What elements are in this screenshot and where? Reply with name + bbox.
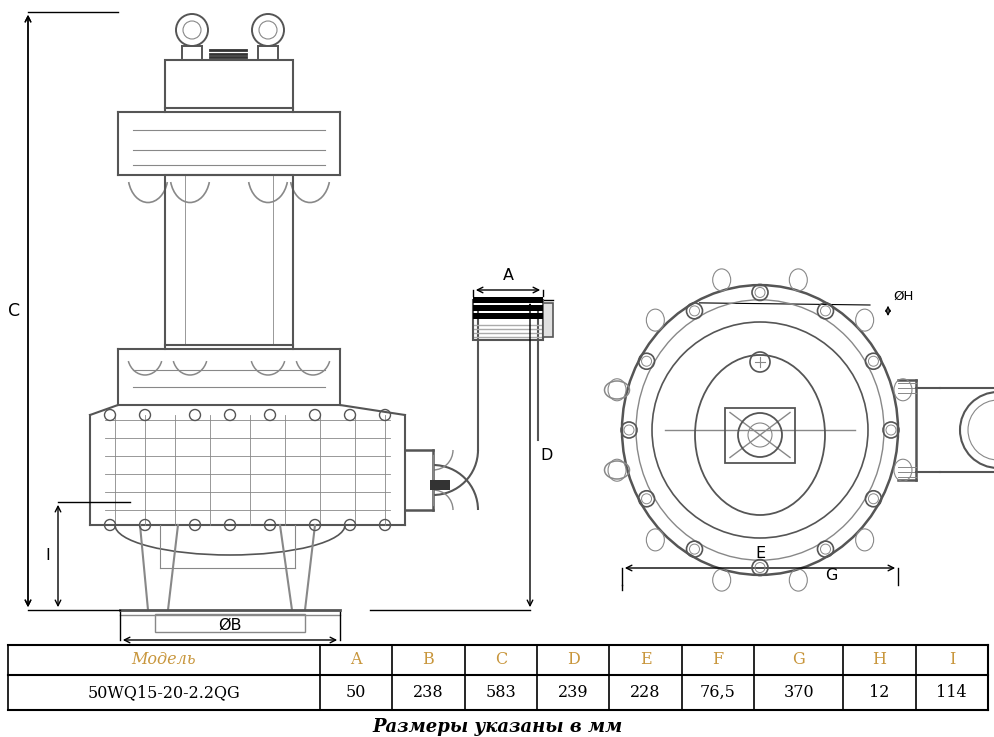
Text: 228: 228 — [629, 684, 660, 701]
Bar — [155, 614, 305, 632]
Text: A: A — [350, 652, 362, 668]
Text: 238: 238 — [413, 684, 443, 701]
Text: Размеры указаны в мм: Размеры указаны в мм — [373, 718, 622, 736]
Text: G: G — [824, 568, 837, 583]
Text: 50WQ15-20-2.2QG: 50WQ15-20-2.2QG — [87, 684, 240, 701]
Text: I: I — [46, 548, 51, 564]
Text: 239: 239 — [558, 684, 587, 701]
Text: 76,5: 76,5 — [700, 684, 736, 701]
Text: D: D — [567, 652, 579, 668]
Text: 370: 370 — [782, 684, 813, 701]
Bar — [472, 313, 543, 319]
Text: I: I — [947, 652, 954, 668]
Text: E: E — [639, 652, 651, 668]
Bar — [429, 480, 449, 490]
Text: H: H — [872, 652, 886, 668]
Text: G: G — [791, 652, 804, 668]
Bar — [165, 175, 292, 345]
Text: ØH: ØH — [892, 290, 912, 303]
Text: A: A — [502, 268, 513, 283]
Text: F: F — [712, 652, 723, 668]
Text: E: E — [754, 546, 764, 561]
Text: C: C — [8, 302, 20, 320]
Bar — [165, 60, 292, 108]
Text: 50: 50 — [346, 684, 366, 701]
Text: 114: 114 — [935, 684, 966, 701]
Text: Модель: Модель — [131, 652, 196, 668]
Bar — [725, 408, 794, 463]
Bar — [472, 305, 543, 311]
Bar — [472, 297, 543, 303]
Text: ØB: ØB — [218, 618, 242, 633]
Text: 583: 583 — [485, 684, 516, 701]
Text: D: D — [540, 447, 552, 463]
Text: 12: 12 — [869, 684, 889, 701]
Bar — [543, 303, 553, 337]
Text: B: B — [422, 652, 433, 668]
Text: C: C — [494, 652, 506, 668]
Bar — [472, 300, 543, 340]
